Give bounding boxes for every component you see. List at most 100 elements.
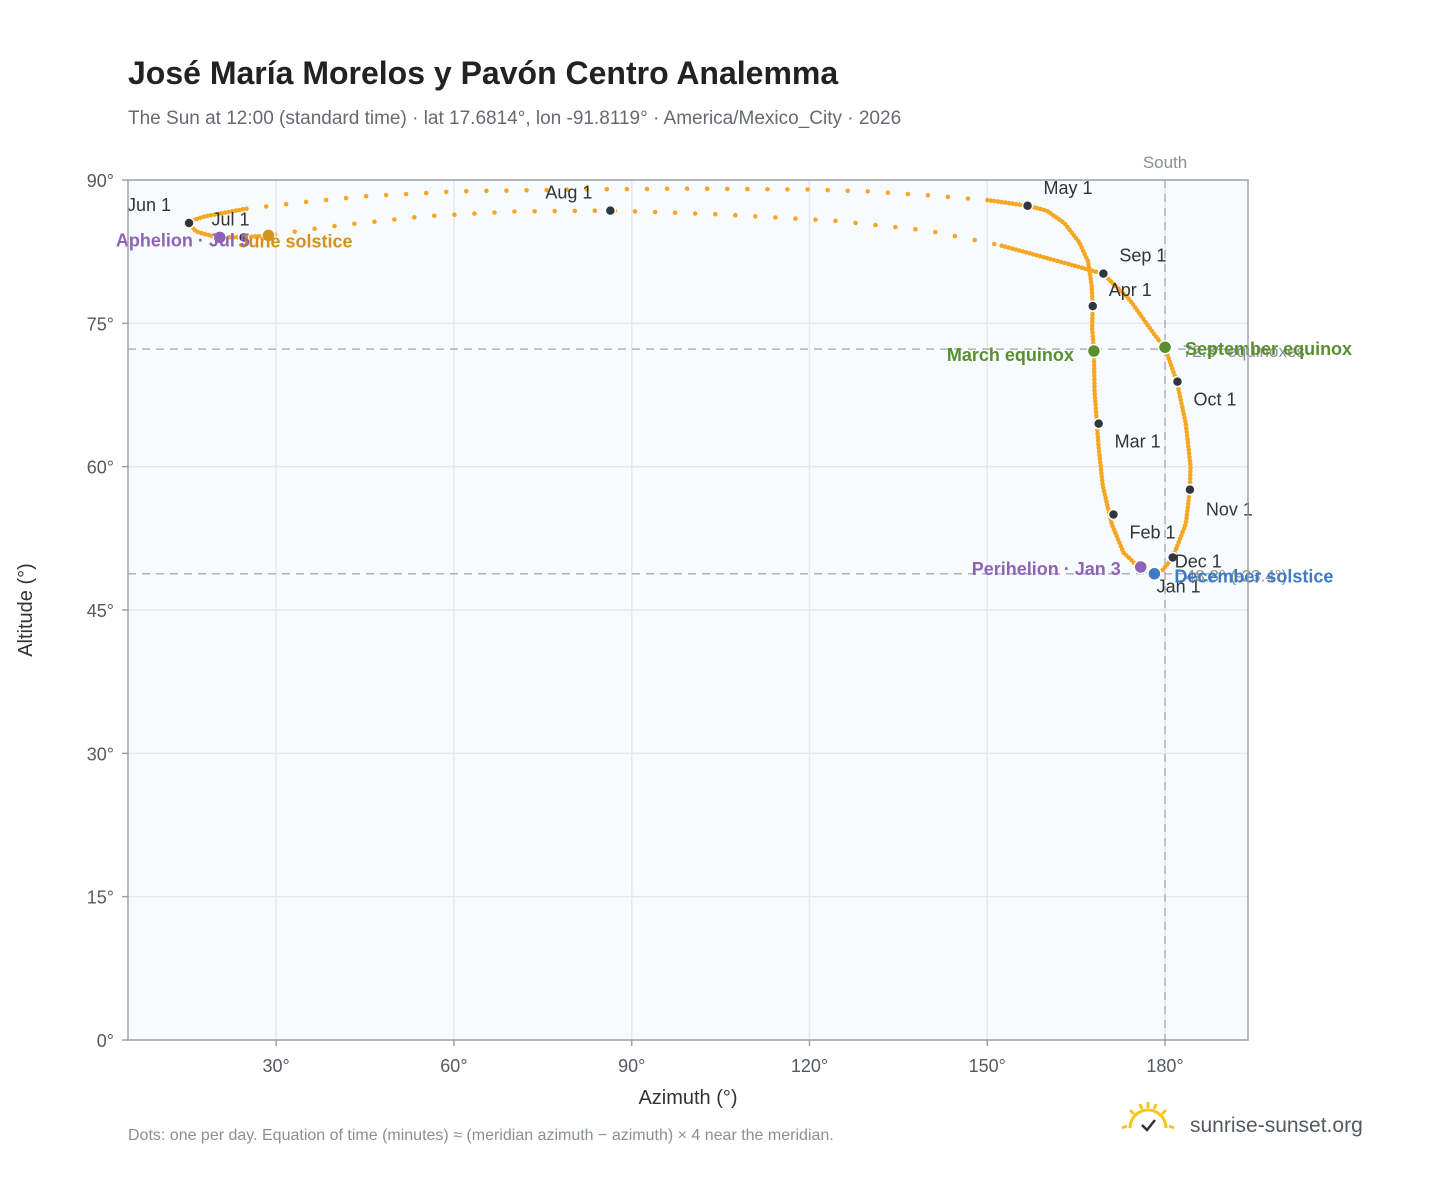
daily-dot [1109,520,1114,525]
daily-dot [403,191,409,197]
daily-dot [312,226,317,232]
month-marker [1107,508,1120,521]
brand-name: sunrise-sunset.org [1190,1114,1363,1137]
month-label: Dec 1 [1175,551,1222,571]
daily-dot [713,211,718,217]
daily-dot [1013,201,1019,207]
y-tick-label: 0° [97,1031,114,1051]
daily-dot [205,213,210,219]
daily-dot [1180,404,1185,410]
daily-dot [1098,463,1103,469]
daily-dot [1095,431,1100,436]
month-marker [1092,417,1105,430]
daily-dot [240,207,246,212]
daily-dot [1072,263,1078,269]
daily-dot [1092,391,1098,397]
daily-dot [992,241,997,247]
daily-dot [292,229,298,234]
daily-dot [725,186,730,192]
daily-dot [825,187,830,193]
daily-dot [672,210,678,216]
daily-dot [532,209,537,214]
daily-dot [1087,272,1093,278]
y-axis-label: Altitude (°) [15,563,37,657]
daily-dot [372,219,377,224]
x-tick-label: 30° [263,1056,290,1076]
y-tick-label: 15° [87,888,114,908]
daily-dot [1177,390,1182,396]
month-label: Nov 1 [1206,500,1253,520]
event-label: Perihelion · Jan 3 [972,559,1121,579]
y-tick-label: 90° [87,171,114,191]
daily-dot [1188,465,1193,471]
daily-dot [1092,377,1097,382]
daily-dot [704,186,710,191]
daily-dot [925,193,931,198]
daily-dot [332,223,337,229]
daily-dot [1086,261,1091,267]
daily-dot [1099,470,1104,476]
daily-dot [1006,200,1012,206]
daily-dot [564,187,569,192]
month-marker [1184,483,1196,496]
daily-dot [592,208,598,213]
daily-dot [1104,499,1109,504]
month-marker [1171,375,1184,388]
month-marker [1086,300,1099,312]
daily-dot [985,197,990,203]
daily-dot [363,193,369,199]
daily-dot [249,234,254,239]
daily-dot [1099,474,1105,480]
daily-dot [1092,388,1097,393]
daily-dot [773,215,778,220]
daily-dot [1089,326,1095,332]
daily-dot [1086,267,1092,273]
daily-dot [1183,422,1189,428]
daily-dot [1089,294,1095,299]
daily-dot [1098,467,1104,472]
daily-dot [913,227,918,232]
grid-lines [128,179,1248,1041]
daily-dot [644,186,650,192]
daily-dot [1187,454,1192,460]
daily-dot [1003,200,1008,205]
month-label: Jun 1 [127,195,171,215]
daily-dot [1002,244,1008,249]
daily-dot [194,216,200,222]
event-marker [1147,566,1162,581]
daily-dot [632,209,638,214]
daily-dot [252,234,258,239]
daily-dot [1185,505,1191,510]
daily-dot [1180,408,1186,413]
month-label: Apr 1 [1109,280,1152,300]
daily-dot [652,209,658,215]
daily-dot [572,208,578,214]
daily-dot [230,209,235,214]
daily-dot [624,186,630,192]
daily-dot [1185,436,1190,442]
daily-dot [793,216,798,221]
daily-dot [805,187,810,192]
daily-dot [1183,519,1189,525]
month-label: Jul 1 [212,209,250,229]
daily-dot [1096,445,1101,451]
daily-dot [1092,373,1097,379]
daily-dot [231,235,236,240]
daily-dot [1006,245,1011,250]
daily-dot [1088,276,1093,281]
daily-dot [1101,488,1107,494]
daily-dot [1093,402,1098,408]
daily-dot [1058,259,1064,265]
daily-dot [692,211,698,216]
daily-dot [343,195,349,201]
chart-title: José María Morelos y Pavón Centro Analem… [128,55,838,91]
x-tick-label: 180° [1146,1056,1183,1076]
daily-dot [1096,442,1101,447]
daily-dot [226,209,231,215]
daily-dot [1091,359,1097,364]
daily-dot [952,233,958,239]
daily-dot [1038,206,1044,212]
daily-dot [1188,472,1193,478]
daily-dot [256,233,262,239]
